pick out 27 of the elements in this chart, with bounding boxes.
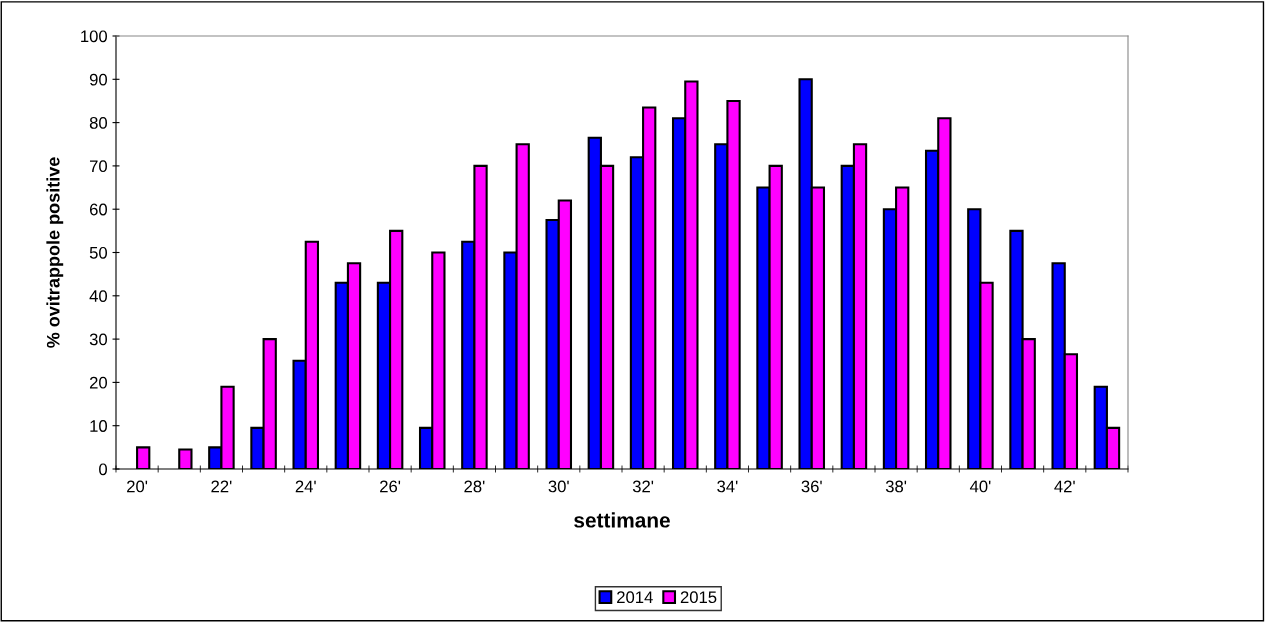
x-tick-label: 20' [127, 480, 148, 493]
x-tick-label: 32' [632, 480, 654, 493]
x-tick-label: 30' [548, 480, 569, 493]
y-tick-label: 50 [89, 246, 108, 259]
x-tick-label: 42' [1054, 480, 1075, 493]
x-tick-label: 38' [885, 480, 907, 493]
legend-label: 2015 [680, 591, 717, 604]
y-tick-label: 30 [89, 333, 108, 346]
y-tick-label: 80 [89, 117, 108, 129]
y-axis-title: % ovitrappole positive [46, 157, 64, 348]
x-tick-label: 24' [295, 480, 316, 493]
y-tick-label: 0 [99, 463, 108, 476]
x-tick-label: 26' [380, 480, 401, 493]
y-tick-label: 60 [89, 203, 108, 216]
x-tick-label: 34' [717, 480, 738, 493]
y-tick-label: 100 [81, 30, 108, 43]
x-tick-label: 40' [969, 480, 991, 493]
y-tick-label: 40 [89, 290, 108, 302]
legend-label: 2014 [617, 591, 653, 604]
y-tick-label: 20 [89, 376, 108, 389]
y-tick-label: 90 [89, 73, 108, 86]
y-tick-label: 70 [89, 160, 108, 173]
x-tick-label: 22' [211, 480, 232, 493]
x-axis-title: settimane [574, 512, 670, 528]
x-tick-label: 36' [801, 480, 822, 493]
x-tick-label: 28' [464, 480, 485, 493]
y-tick-label: 10 [90, 420, 108, 432]
